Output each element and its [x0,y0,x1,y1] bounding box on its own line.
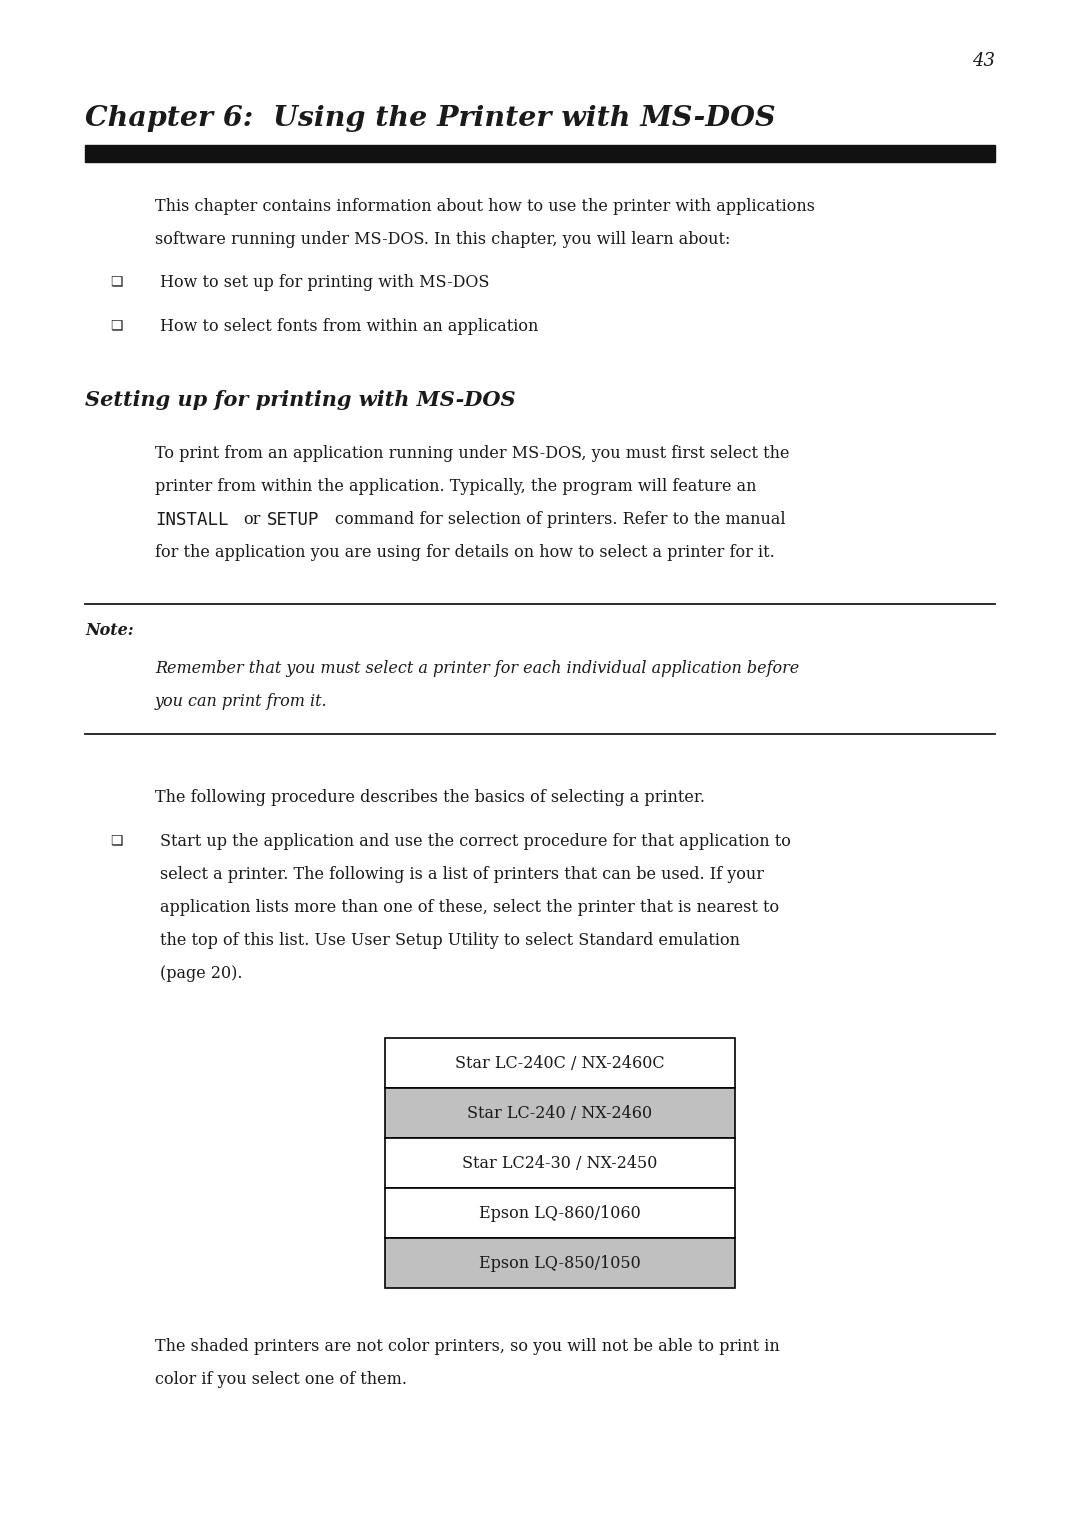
Text: SETUP: SETUP [267,511,320,529]
Text: or: or [243,511,260,528]
Text: This chapter contains information about how to use the printer with applications: This chapter contains information about … [156,197,815,216]
Bar [384,1238,735,1287]
Bar [384,1038,735,1089]
Text: Remember that you must select a printer for each individual application before: Remember that you must select a printer … [156,661,799,677]
Text: Star LC24-30 / NX-2450: Star LC24-30 / NX-2450 [462,1154,658,1171]
Text: The following procedure describes the basics of selecting a printer.: The following procedure describes the ba… [156,789,705,806]
Text: Star LC-240C / NX-2460C: Star LC-240C / NX-2460C [455,1055,665,1072]
Text: you can print from it.: you can print from it. [156,693,327,709]
Text: ❏: ❏ [110,274,122,287]
Text: for the application you are using for details on how to select a printer for it.: for the application you are using for de… [156,544,774,561]
Bar [85,145,995,162]
Bar [384,1138,735,1188]
Text: Start up the application and use the correct procedure for that application to: Start up the application and use the cor… [160,833,791,850]
Bar [384,1188,735,1238]
Text: The shaded printers are not color printers, so you will not be able to print in: The shaded printers are not color printe… [156,1338,780,1355]
Text: color if you select one of them.: color if you select one of them. [156,1372,407,1388]
Text: printer from within the application. Typically, the program will feature an: printer from within the application. Typ… [156,479,756,495]
Text: Note:: Note: [85,622,134,639]
Text: To print from an application running under MS-DOS, you must first select the: To print from an application running und… [156,445,789,462]
Text: (page 20).: (page 20). [160,965,243,982]
Text: INSTALL: INSTALL [156,511,229,529]
Text: Epson LQ-850/1050: Epson LQ-850/1050 [480,1254,640,1272]
Text: the top of this list. Use User Setup Utility to select Standard emulation: the top of this list. Use User Setup Uti… [160,933,740,950]
Text: 43: 43 [972,52,995,70]
Text: Star LC-240 / NX-2460: Star LC-240 / NX-2460 [468,1104,652,1121]
Text: How to set up for printing with MS-DOS: How to set up for printing with MS-DOS [160,274,489,291]
Text: Epson LQ-860/1060: Epson LQ-860/1060 [480,1205,640,1222]
Text: software running under MS-DOS. In this chapter, you will learn about:: software running under MS-DOS. In this c… [156,231,730,248]
Text: ❏: ❏ [110,318,122,332]
Text: Setting up for printing with MS-DOS: Setting up for printing with MS-DOS [85,390,515,410]
Text: Chapter 6:  Using the Printer with MS-DOS: Chapter 6: Using the Printer with MS-DOS [85,106,775,131]
Text: select a printer. The following is a list of printers that can be used. If your: select a printer. The following is a lis… [160,865,764,884]
Text: command for selection of printers. Refer to the manual: command for selection of printers. Refer… [335,511,785,528]
Bar [384,1089,735,1138]
Text: application lists more than one of these, select the printer that is nearest to: application lists more than one of these… [160,899,779,916]
Text: How to select fonts from within an application: How to select fonts from within an appli… [160,318,538,335]
Text: ❏: ❏ [110,833,122,847]
